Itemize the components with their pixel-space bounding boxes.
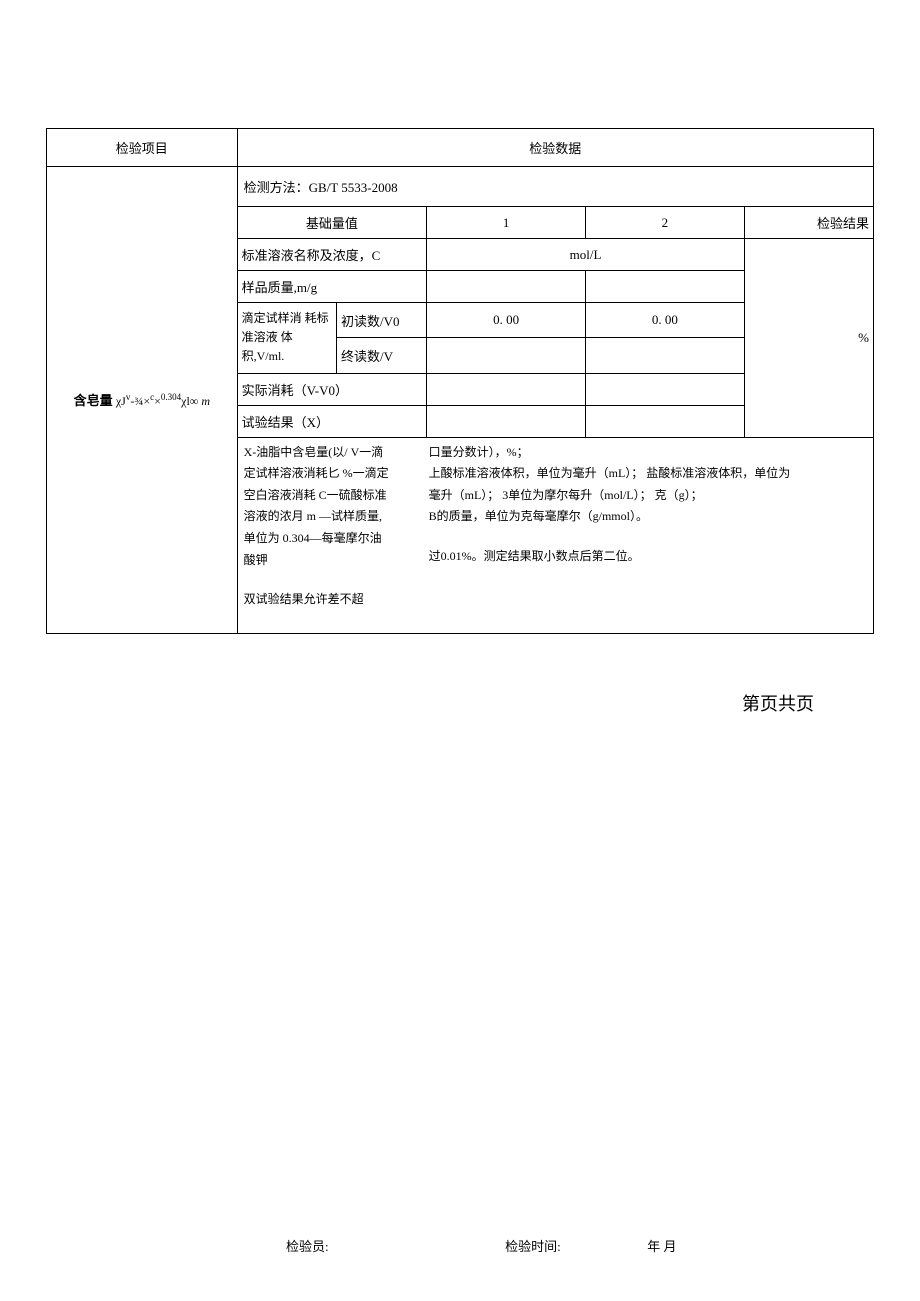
std-solution-label: 标准溶液名称及浓度，C <box>237 239 427 271</box>
final-reading-label: 终读数/V <box>337 338 427 373</box>
basic-value-header: 基础量值 <box>237 207 427 239</box>
initial-reading-2: 0. 00 <box>586 303 745 338</box>
test-result-2 <box>586 405 745 437</box>
actual-consumption-1 <box>427 373 586 405</box>
header-inspection-data: 检验数据 <box>237 129 873 167</box>
item-formula: χJv-¾×c×0.304χl∞ m <box>116 394 210 408</box>
footer-date: 年 月 <box>647 1236 676 1255</box>
initial-reading-1: 0. 00 <box>427 303 586 338</box>
header-inspection-item: 检验项目 <box>47 129 238 167</box>
initial-reading-label: 初读数/V0 <box>337 303 427 338</box>
result-header: 检验结果 <box>744 207 873 239</box>
test-result-1 <box>427 405 586 437</box>
actual-consumption-2 <box>586 373 745 405</box>
notes-container: X-油脂中含皂量(以/ V一滴 定试样溶液消耗匕 %一滴定 空白溶液消耗 C一硫… <box>237 437 873 633</box>
notes-left: X-油脂中含皂量(以/ V一滴 定试样溶液消耗匕 %一滴定 空白溶液消耗 C一硫… <box>238 438 423 633</box>
inspection-table: 检验项目 检验数据 含皂量 χJv-¾×c×0.304χl∞ m 检测方法：GB… <box>46 128 874 634</box>
sample-mass-1 <box>427 271 586 303</box>
titration-label: 滴定试样消 耗标准溶液 体积,V/ml. <box>237 303 336 374</box>
page-info: 第页共页 <box>46 690 814 716</box>
sample-mass-label: 样品质量,m/g <box>237 271 427 303</box>
notes-right: 口量分数计），%； 上酸标准溶液体积，单位为毫升（mL）； 盐酸标准溶液体积，单… <box>423 438 873 633</box>
final-reading-1 <box>427 338 586 373</box>
item-name-cell: 含皂量 χJv-¾×c×0.304χl∞ m <box>47 167 238 634</box>
method-cell: 检测方法：GB/T 5533-2008 <box>237 167 873 207</box>
footer: 检验员: 检验时间: 年 月 <box>286 1236 874 1255</box>
footer-inspection-time: 检验时间: <box>505 1236 561 1255</box>
col-2-header: 2 <box>586 207 745 239</box>
col-1-header: 1 <box>427 207 586 239</box>
item-label: 含皂量 <box>74 393 113 408</box>
footer-inspector: 检验员: <box>286 1236 329 1255</box>
test-result-label: 试验结果（X） <box>237 405 427 437</box>
actual-consumption-label: 实际消耗（V-V0） <box>237 373 427 405</box>
sample-mass-2 <box>586 271 745 303</box>
result-unit-cell: % <box>744 239 873 438</box>
final-reading-2 <box>586 338 745 373</box>
std-solution-unit: mol/L <box>427 239 745 271</box>
